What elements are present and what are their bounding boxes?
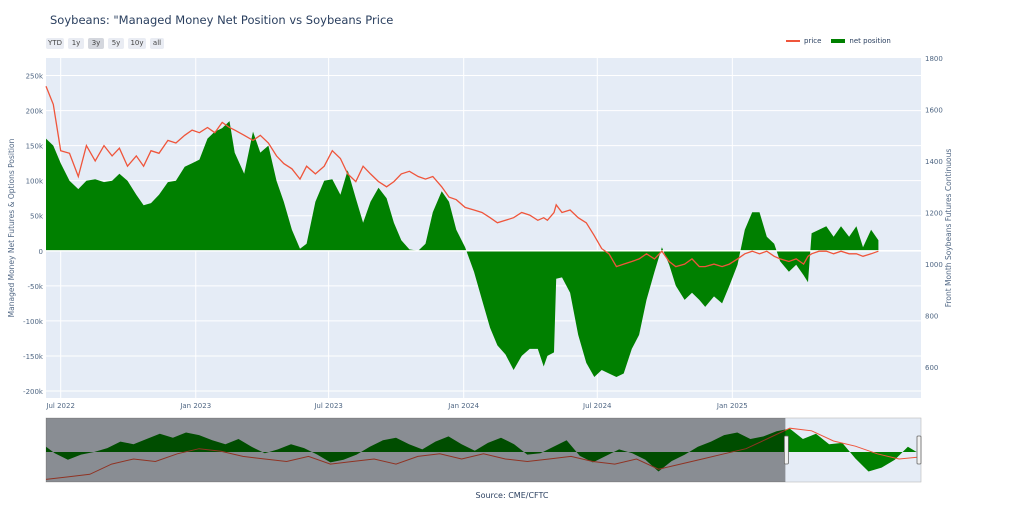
y-right-tick-1: 800 — [925, 313, 938, 321]
y-right-tick-6: 1800 — [925, 55, 943, 63]
slider-net-position — [46, 428, 921, 472]
legend-net-position-swatch — [831, 39, 846, 43]
y-right-tick-5: 1600 — [925, 107, 943, 115]
x-axis-ticks: Jul 2022 Jan 2023 Jul 2023 Jan 2024 Jul 2024… — [45, 402, 747, 410]
price-line — [45, 86, 879, 268]
chart-title: Soybeans: "Managed Money Net Position vs… — [50, 13, 394, 27]
x-tick-2: Jul 2023 — [313, 402, 343, 410]
range-button-ytd[interactable]: YTD — [46, 38, 64, 49]
y-left-tick-4: 0 — [39, 248, 43, 256]
range-button-10y[interactable]: 10y — [128, 38, 146, 49]
y-right-tick-2: 1000 — [925, 261, 943, 269]
slider-handle-right[interactable] — [916, 435, 922, 465]
legend-price-swatch — [786, 40, 800, 42]
y-axis-right-ticks: 600 800 1000 1200 1400 1600 1800 — [925, 55, 943, 372]
y-right-tick-4: 1400 — [925, 158, 943, 166]
source-note: Source: CME/CFTC — [475, 491, 549, 500]
y-left-tick-9: 250k — [26, 73, 44, 81]
y-right-tick-3: 1200 — [925, 210, 943, 218]
range-button-5y[interactable]: 5y — [108, 38, 124, 49]
x-tick-5: Jan 2025 — [716, 402, 748, 410]
y-left-tick-8: 200k — [26, 108, 44, 116]
x-tick-4: Jul 2024 — [582, 402, 612, 410]
legend-net-position-label[interactable]: net position — [849, 37, 891, 45]
range-button-3y[interactable]: 3y — [88, 38, 104, 49]
y-left-tick-3: -50k — [28, 283, 44, 291]
y-left-tick-1: -150k — [23, 353, 44, 361]
y-left-tick-7: 150k — [26, 143, 44, 151]
range-slider[interactable] — [45, 417, 922, 483]
y-right-tick-0: 600 — [925, 364, 938, 372]
slider-mask — [46, 418, 786, 482]
y-left-tick-2: -100k — [23, 318, 44, 326]
range-button-1y[interactable]: 1y — [68, 38, 84, 49]
legend-price-label[interactable]: price — [804, 37, 822, 45]
x-tick-0: Jul 2022 — [45, 402, 75, 410]
y-left-tick-6: 100k — [26, 178, 44, 186]
legend: price net position — [786, 37, 891, 45]
y-left-tick-0: -200k — [23, 388, 44, 396]
net-position-area — [46, 121, 921, 377]
slider-price — [45, 427, 922, 480]
y-axis-right-label: Front Month Soybeans Futures Continuous — [944, 149, 953, 308]
x-tick-1: Jan 2023 — [179, 402, 211, 410]
net-position-series — [46, 121, 879, 377]
y-axis-left-ticks: -200k -150k -100k -50k 0 50k 100k 150k 200k 250k — [23, 73, 44, 396]
range-button-all[interactable]: all — [150, 38, 164, 49]
y-left-tick-5: 50k — [30, 213, 44, 221]
slider-handle-left[interactable] — [783, 435, 789, 465]
x-tick-3: Jan 2024 — [447, 402, 479, 410]
price-series — [45, 86, 879, 268]
y-axis-left-label: Managed Money Net Futures & Options Posi… — [7, 138, 16, 317]
